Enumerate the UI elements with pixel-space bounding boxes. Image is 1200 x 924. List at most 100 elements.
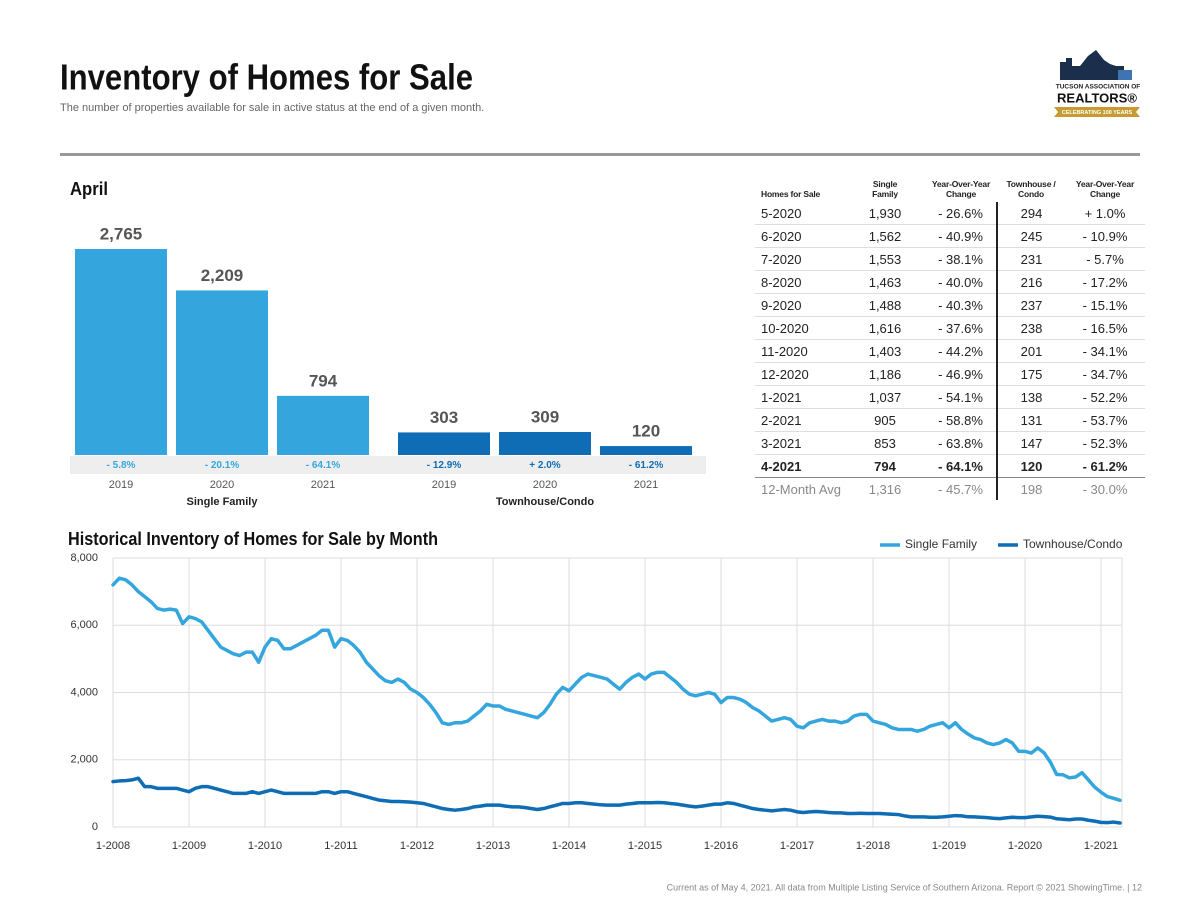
table-cell: - 34.1% [1065,339,1145,363]
x-tick-label: 1-2015 [628,840,662,852]
table-cell: 905 [845,408,925,432]
table-cell: 1,553 [845,247,925,271]
table-cell: 231 [996,247,1065,271]
table-header: Homes for Sale Single Family Year-Over-Yea… [755,172,1145,202]
x-tick-label: 1-2017 [780,840,814,852]
table-cell: 1,463 [845,270,925,294]
logo-text: CELEBRATING 100 YEARS [1062,110,1133,116]
y-tick-label: 6,000 [70,619,98,631]
x-tick-label: 2019 [109,479,133,491]
column-header-text: Single Family [872,179,898,199]
table-cell: - 54.1% [925,385,997,409]
change-band [70,456,706,474]
table-cell: - 46.9% [925,362,997,386]
table-cell: - 63.8% [925,431,997,455]
table-row: 3-2021 853- 63.8% 147- 52.3% [755,431,1145,455]
bar-value-label: 794 [309,371,338,390]
table-cell: - 64.1% [925,454,997,478]
x-tick-label: 2021 [311,479,335,491]
table-cell: - 15.1% [1065,293,1145,317]
table-cell: 1,186 [845,362,925,386]
change-label: - 12.9% [427,460,462,471]
table-cell: 1,616 [845,316,925,340]
legend-label: Townhouse/Condo [1023,537,1123,551]
table-cell: 8-2020 [755,270,845,294]
table-cell: 216 [996,270,1065,294]
bar [600,446,692,455]
logo-text: REALTORS® [1057,90,1137,105]
bar [176,290,268,455]
table-cell: 131 [996,408,1065,432]
column-header: Homes for Sale [755,172,845,202]
table-row: 2-2021 905- 58.8% 131- 53.7% [755,408,1145,432]
change-label: - 64.1% [306,460,341,471]
table-cell: 4-2021 [755,454,845,478]
table-cell: 7-2020 [755,247,845,271]
x-tick-label: 1-2020 [1008,840,1042,852]
table-cell: - 52.3% [1065,431,1145,455]
page-subtitle: The number of properties available for s… [60,102,484,114]
table-cell: 3-2021 [755,431,845,455]
bar [277,395,369,455]
x-tick-label: 1-2013 [476,840,510,852]
x-tick-label: 1-2018 [856,840,890,852]
group-label: Single Family [187,496,259,508]
table-cell: - 45.7% [938,481,983,497]
table-cell: 237 [996,293,1065,317]
x-tick-label: 1-2011 [324,840,357,852]
table-row: 5-2020 1,930- 26.6% 294 + 1.0% [755,202,1145,225]
table: Homes for Sale Single Family Year-Over-Yea… [755,172,1145,500]
table-cell: - 16.5% [1065,316,1145,340]
line-series [111,576,1122,803]
table-cell: - 44.2% [925,339,997,363]
table-cell: 1,316 [868,481,902,497]
bar [75,249,167,455]
bar-value-label: 303 [430,408,458,427]
change-label: - 20.1% [205,460,240,471]
table-cell: 1,037 [845,385,925,409]
table-row: 12-2020 1,186- 46.9% 175- 34.7% [755,362,1145,386]
table-cell: - 58.8% [925,408,997,432]
table-row: 7-2020 1,553- 38.1% 231- 5.7% [755,247,1145,271]
page-title: Inventory of Homes for Sale [60,57,473,98]
y-tick-label: 8,000 [70,552,98,564]
table-row: 12-Month Avg 1,316 - 45.7% 198 - 30.0% [755,477,1145,500]
logo-text: TUCSON ASSOCIATION OF [1056,84,1141,91]
table-cell: 2-2021 [755,408,845,432]
group-label: Townhouse/Condo [496,496,594,508]
x-tick-label: 1-2016 [704,840,738,852]
change-label: - 5.8% [107,460,136,471]
column-header: Year-Over-Year Change [925,172,997,202]
table-row: 9-2020 1,488- 40.3% 237- 15.1% [755,293,1145,317]
table-cell: - 10.9% [1065,224,1145,248]
bar-value-label: 120 [632,422,660,441]
table-row: 10-2020 1,616- 37.6% 238- 16.5% [755,316,1145,340]
x-tick-label: 1-2009 [172,840,206,852]
logo-building [1118,70,1132,80]
column-header-text: Year-Over-Year Change [1075,179,1135,199]
column-header: Townhouse / Condo [997,172,1065,202]
x-tick-label: 1-2008 [96,840,130,852]
table-row: 6-2020 1,562- 40.9% 245- 10.9% [755,224,1145,248]
change-label: - 61.2% [629,460,664,471]
change-label: + 2.0% [529,460,561,471]
divider [60,153,1140,156]
bar-chart-title: April [70,179,108,199]
line-chart-title: Historical Inventory of Homes for Sale b… [68,529,438,549]
table-cell: 294 [996,202,1065,225]
table-cell: - 40.9% [925,224,997,248]
table-cell: - 53.7% [1065,408,1145,432]
logo-skyline [1060,50,1124,80]
table-cell: 853 [845,431,925,455]
y-tick-label: 4,000 [70,686,98,698]
table-cell: 1,562 [845,224,925,248]
column-header: Single Family [845,172,925,202]
table-cell: 238 [996,316,1065,340]
table-cell: 11-2020 [755,339,845,363]
table-cell: 120 [996,454,1065,478]
table-cell: 198 [996,477,1065,500]
table-row: 1-2021 1,037- 54.1% 138- 52.2% [755,385,1145,409]
column-header-text: Homes for Sale [761,189,821,199]
table-cell: 175 [996,362,1065,386]
table-cell: 245 [996,224,1065,248]
